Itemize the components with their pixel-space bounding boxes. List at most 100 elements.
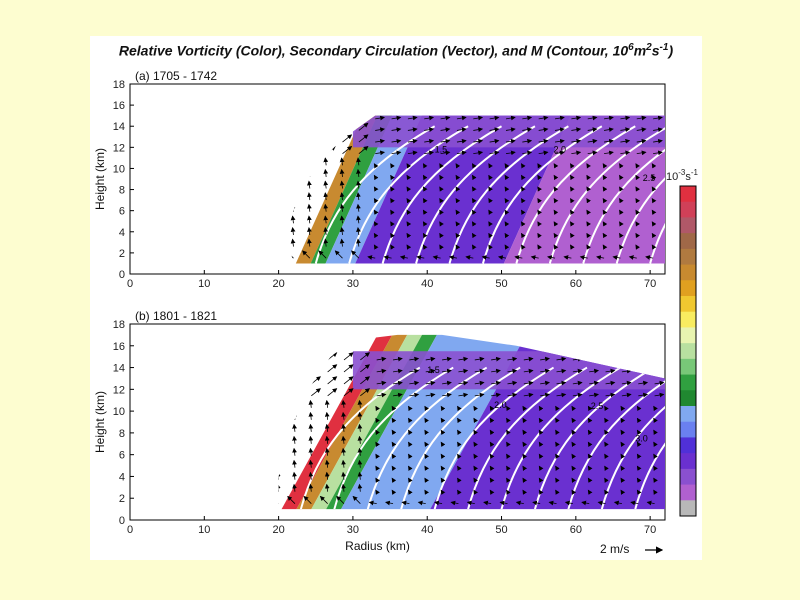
vector-arrow — [357, 447, 363, 456]
vector-arrow — [555, 465, 560, 471]
x-tick-label: 50 — [495, 524, 507, 536]
vector-arrow — [489, 477, 495, 483]
vector-arrow — [521, 197, 526, 204]
vector-arrow — [474, 356, 485, 362]
vector-arrow — [619, 232, 624, 239]
vector-arrow — [392, 356, 403, 362]
vector-arrow — [455, 174, 461, 181]
vector-arrow — [491, 392, 501, 398]
vector-arrow — [540, 392, 550, 398]
vector-arrow — [440, 477, 446, 483]
vector-arrow — [499, 500, 508, 506]
vector-arrow — [471, 244, 477, 250]
vector-arrow — [556, 368, 567, 374]
vector-arrow — [506, 477, 511, 483]
vector-arrow — [292, 447, 297, 456]
vector-arrow — [474, 380, 485, 386]
vector-arrow — [635, 186, 641, 192]
vector-arrow — [391, 465, 397, 471]
vector-arrow — [290, 238, 296, 247]
vector-arrow — [653, 150, 663, 156]
vector-arrow — [571, 489, 577, 495]
vector-arrow — [619, 197, 624, 204]
vector-arrow — [448, 255, 458, 260]
vector-arrow — [635, 197, 641, 204]
vector-arrow — [356, 215, 361, 224]
vorticity-band — [501, 115, 665, 264]
vector-arrow — [376, 368, 387, 374]
vector-arrow — [522, 417, 528, 424]
vector-arrow — [587, 115, 598, 121]
vector-arrow — [571, 405, 577, 412]
vector-arrow — [538, 453, 544, 459]
vector-arrow — [339, 215, 345, 224]
vector-arrow — [324, 399, 330, 408]
vector-arrow — [570, 163, 575, 169]
vector-arrow — [636, 417, 642, 424]
y-tick-label: 12 — [113, 384, 125, 396]
vector-arrow — [523, 380, 534, 386]
vector-arrow — [602, 197, 608, 204]
vector-arrow — [602, 163, 608, 169]
vector-arrow — [572, 368, 583, 374]
title-unit: m — [633, 42, 647, 59]
contour-label: 2.0 — [554, 145, 567, 155]
vector-arrow — [653, 115, 663, 121]
vector-arrow — [651, 197, 657, 204]
vector-arrow — [620, 429, 626, 436]
title-close: ) — [668, 42, 674, 59]
vector-arrow — [458, 356, 469, 362]
vector-arrow — [653, 405, 658, 412]
vector-arrow — [458, 380, 469, 386]
vector-arrow — [455, 197, 461, 204]
vector-arrow — [570, 221, 575, 227]
vector-arrow — [532, 500, 541, 506]
vector-arrow — [308, 411, 314, 420]
title-unit-s-exponent: -1 — [659, 42, 669, 53]
vector-arrow — [488, 221, 493, 227]
vector-arrow — [571, 150, 582, 156]
colorbar-swatch — [680, 311, 696, 328]
vector-arrow — [587, 429, 593, 436]
vector-arrow — [422, 232, 428, 239]
y-tick-label: 8 — [119, 428, 125, 440]
vector-arrow — [473, 405, 479, 412]
vector-arrow — [521, 163, 526, 169]
vector-arrow — [473, 127, 484, 133]
vector-arrow — [504, 232, 510, 239]
vector-arrow — [488, 209, 493, 215]
vector-arrow — [439, 163, 444, 169]
vector-arrow — [553, 244, 559, 250]
vector-arrow — [339, 192, 345, 201]
vector-arrow — [538, 115, 549, 121]
vector-arrow — [504, 244, 510, 250]
vector-arrow — [636, 489, 642, 495]
vector-arrow — [440, 489, 446, 495]
vector-arrow — [375, 115, 385, 121]
vector-arrow — [620, 150, 631, 156]
vector-arrow — [636, 115, 647, 121]
vector-arrow — [651, 163, 657, 169]
vector-arrow — [521, 221, 526, 227]
vector-arrow — [538, 138, 549, 144]
vector-arrow — [621, 380, 632, 386]
vector-arrow — [505, 150, 516, 156]
vector-arrow — [471, 209, 477, 215]
vector-arrow — [651, 209, 657, 215]
vector-arrow — [636, 138, 647, 144]
vector-arrow — [489, 115, 500, 121]
vector-arrow — [538, 489, 544, 495]
vector-arrow — [506, 429, 511, 436]
vector-arrow — [323, 157, 329, 166]
vector-arrow — [425, 380, 436, 386]
vector-arrow — [391, 115, 402, 121]
colorbar-swatch — [680, 264, 696, 281]
vector-arrow — [390, 221, 395, 227]
vector-arrow — [408, 417, 413, 424]
contour-label: 1.5 — [435, 145, 448, 155]
vector-arrow — [457, 477, 462, 483]
vector-arrow — [537, 209, 542, 215]
vector-arrow — [425, 392, 436, 398]
colorbar: 876543210 — [679, 185, 697, 517]
vector-arrow — [334, 250, 343, 259]
